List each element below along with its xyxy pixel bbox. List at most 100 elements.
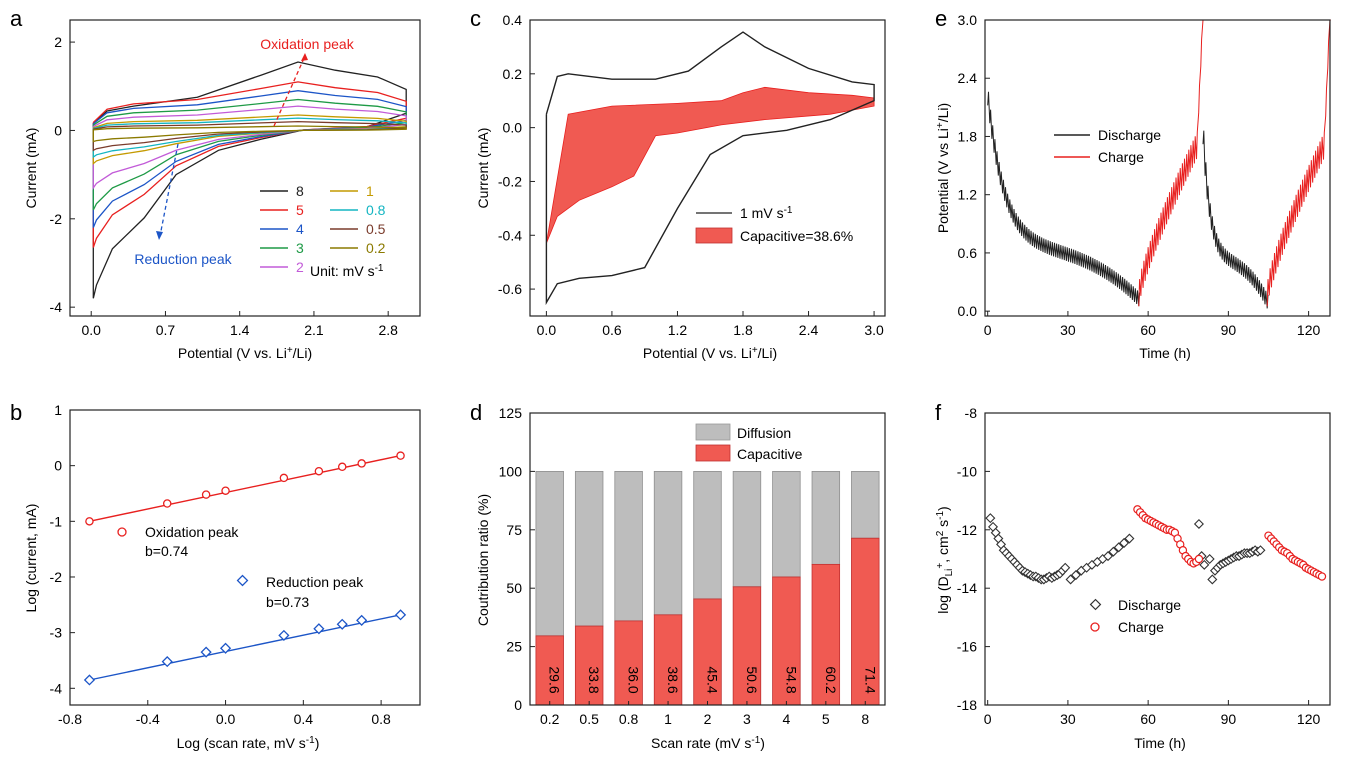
panel-a-ylabel: Current (mA) <box>23 128 39 209</box>
a-legend-label: 1 <box>366 183 374 199</box>
c-ytick-label: 0.2 <box>503 66 523 82</box>
d-xtick-label: 0.8 <box>619 711 639 727</box>
c-xtick-label: 1.8 <box>733 322 753 338</box>
bar-value-label: 33.8 <box>586 666 602 693</box>
panel-e-xlabel: Time (h) <box>1139 345 1191 361</box>
bar-value-label: 36.0 <box>626 666 642 693</box>
panel-a-letter: a <box>10 6 23 31</box>
e-xtick-label: 60 <box>1140 322 1156 338</box>
c-ytick-label: 0.4 <box>503 12 523 28</box>
panel-d-ylabel: Coutribution ratio (%) <box>475 494 491 626</box>
d-ytick-label: 75 <box>506 522 522 538</box>
d-xtick-label: 3 <box>743 711 751 727</box>
c-xtick-label: 3.0 <box>864 322 884 338</box>
c-ytick-label: 0.0 <box>503 120 523 136</box>
f-ytick-label: -14 <box>957 580 977 596</box>
panel-e-xticks: 0 30 60 90 120 <box>984 311 1321 338</box>
b-ytick-label: -1 <box>50 513 63 529</box>
panel-b-red-b: b=0.73 <box>266 594 309 610</box>
red-point <box>219 642 232 654</box>
panel-f-frame <box>984 412 1331 706</box>
panel-b-yticks: 1 0 -1 -2 -3 -4 <box>50 402 75 696</box>
a-ytick-label: -4 <box>50 299 63 315</box>
panel-c-legend-cap: Capacitive=38.6% <box>740 228 853 244</box>
discharge-trace-0 <box>987 91 1141 307</box>
c-ytick-label: -0.4 <box>498 227 522 243</box>
panel-f-legend-dis: Discharge <box>1118 597 1181 613</box>
diffusion-bar <box>693 470 722 600</box>
bar-value-label: 29.6 <box>547 666 563 693</box>
discharge-point <box>1108 546 1119 557</box>
panel-c-plot <box>545 31 875 306</box>
panel-d-plot: 29.6 33.8 36.0 38.6 45.4 50.6 54.8 60.2 71.4 <box>535 470 880 706</box>
panel-b-red-label: Reduction peak <box>266 574 364 590</box>
discharge-point <box>1199 559 1210 570</box>
f-ytick-label: -12 <box>957 522 977 538</box>
b-xtick-label: -0.8 <box>58 711 82 727</box>
a-ytick-label: 2 <box>54 34 62 50</box>
ox-point <box>314 466 324 476</box>
panel-b-letter: b <box>10 400 22 425</box>
d-ytick-label: 125 <box>499 405 523 421</box>
f-xtick-label: 120 <box>1297 711 1321 727</box>
panel-c-xticks: 0.0 0.6 1.2 1.8 2.4 3.0 <box>537 311 884 338</box>
e-xtick-label: 30 <box>1060 322 1076 338</box>
b-ytick-label: 1 <box>54 402 62 418</box>
cv-curve-8 <box>92 61 407 299</box>
panel-f-yticks: -8 -10 -12 -14 -16 -18 <box>957 405 990 713</box>
d-ytick-label: 100 <box>499 463 523 479</box>
diffusion-bar <box>614 470 643 622</box>
e-xtick-label: 90 <box>1221 322 1237 338</box>
a-ytick-label: 0 <box>54 122 62 138</box>
bar-value-label: 71.4 <box>862 666 878 693</box>
diffusion-bar <box>851 470 880 539</box>
panel-b-xticks: -0.8 -0.4 0.0 0.4 0.8 <box>58 700 391 727</box>
f-ytick-label: -18 <box>957 697 977 713</box>
panel-a: a 0.0 0.7 1.4 2.1 2.8 2 0 -2 -4 Potential (V vs… <box>10 6 421 361</box>
diffusion-bar <box>732 470 762 588</box>
a-xtick-label: 2.8 <box>378 322 398 338</box>
charge-point <box>1194 554 1204 564</box>
capacitive-bar <box>851 537 880 706</box>
panel-f-plot <box>985 505 1327 585</box>
panel-f-letter: f <box>935 400 942 425</box>
d-ytick-label: 50 <box>506 580 522 596</box>
f-legend-discharge-marker <box>1089 598 1102 611</box>
e-xtick-label: 120 <box>1297 322 1321 338</box>
c-legend-fill <box>695 227 733 244</box>
a-ytick-label: -2 <box>50 211 63 227</box>
diffusion-bar <box>574 470 604 627</box>
bar-value-label: 38.6 <box>665 666 681 693</box>
c-xtick-label: 1.2 <box>668 322 688 338</box>
a-xtick-label: 1.4 <box>230 322 250 338</box>
oxidation-arrowhead <box>301 53 308 61</box>
panel-e-legend-dis: Discharge <box>1098 127 1161 143</box>
discharge-point <box>1113 542 1124 553</box>
cv-curve-0_2 <box>92 125 407 143</box>
f-xtick-label: 90 <box>1221 711 1237 727</box>
cv-curve-2 <box>92 105 407 190</box>
discharge-point <box>1060 562 1071 573</box>
a-xtick-label: 0.0 <box>81 322 101 338</box>
capacitive-bar <box>614 620 643 706</box>
panel-d-legend-cap: Capacitive <box>737 446 803 462</box>
panel-a-unit: Unit: mV s-1 <box>310 263 384 279</box>
bar-value-label: 54.8 <box>783 666 799 693</box>
panel-e-yticks: 3.0 2.4 1.8 1.2 0.6 0.0 <box>958 12 990 319</box>
red-legend-marker <box>236 574 249 587</box>
panel-a-yticks: 2 0 -2 -4 <box>50 34 75 315</box>
ox-fit-line <box>89 454 401 522</box>
panel-f: f 0 30 60 90 120 -8-10-12-14-16-18 Time (h) … <box>935 400 1331 751</box>
oxidation-peak-label: Oxidation peak <box>260 36 354 52</box>
cv-curve-3 <box>92 98 407 211</box>
d-xtick-label: 8 <box>861 711 869 727</box>
panel-f-xticks: 0 30 60 90 120 <box>984 700 1321 727</box>
discharge-point <box>1065 574 1076 585</box>
panel-b-plot <box>83 451 407 686</box>
panel-b-ox-b: b=0.74 <box>145 543 188 559</box>
a-xtick-label: 2.1 <box>304 322 324 338</box>
b-xtick-label: 0.8 <box>371 711 391 727</box>
c-xtick-label: 0.0 <box>537 322 557 338</box>
discharge-point <box>1207 574 1218 585</box>
